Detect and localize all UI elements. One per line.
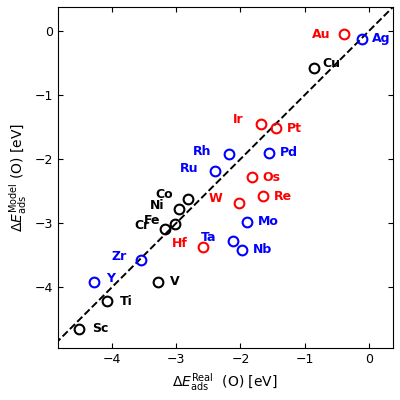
Text: Fe: Fe	[144, 214, 160, 227]
Text: Ti: Ti	[120, 294, 132, 308]
Text: Pt: Pt	[286, 122, 302, 135]
Text: Nb: Nb	[253, 244, 272, 256]
Text: Ag: Ag	[372, 32, 390, 46]
Text: Au: Au	[312, 28, 330, 41]
Text: Cr: Cr	[134, 219, 149, 232]
Text: Ir: Ir	[233, 113, 244, 126]
Text: Mo: Mo	[258, 215, 279, 228]
Text: Sc: Sc	[92, 322, 108, 335]
X-axis label: $\Delta E^{\rm Real}_{\rm ads}$  (O) [eV]: $\Delta E^{\rm Real}_{\rm ads}$ (O) [eV]	[172, 371, 278, 393]
Text: Hf: Hf	[172, 237, 188, 250]
Text: Y: Y	[106, 272, 115, 284]
Text: Rh: Rh	[193, 145, 212, 158]
Text: Os: Os	[263, 170, 281, 184]
Text: Co: Co	[156, 188, 173, 202]
Y-axis label: $\Delta E^{\rm Model}_{\rm ads}$ (O) [eV]: $\Delta E^{\rm Model}_{\rm ads}$ (O) [eV…	[7, 123, 29, 232]
Text: Zr: Zr	[111, 250, 126, 263]
Text: V: V	[170, 275, 180, 288]
Text: Re: Re	[274, 190, 292, 203]
Text: W: W	[209, 192, 222, 205]
Text: Cu: Cu	[322, 57, 340, 70]
Text: Pd: Pd	[280, 146, 298, 159]
Text: Ni: Ni	[150, 199, 165, 212]
Text: Ru: Ru	[180, 162, 199, 174]
Text: Ta: Ta	[200, 231, 216, 244]
